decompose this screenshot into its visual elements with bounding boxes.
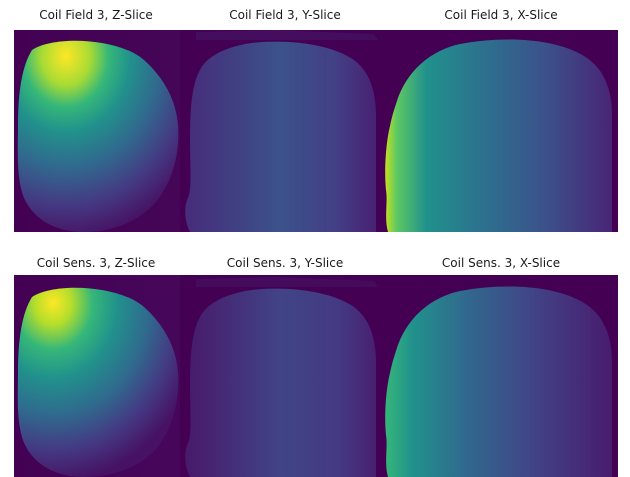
- coil-field-image-strip: [14, 30, 618, 232]
- coil-field-z-title: Coil Field 3, Z-Slice: [39, 8, 153, 22]
- coil-sens-z-panel: [14, 275, 180, 477]
- coil-sens-y-title: Coil Sens. 3, Y-Slice: [226, 256, 344, 270]
- coil-field-y-panel: [180, 30, 378, 232]
- coil-field-y-title: Coil Field 3, Y-Slice: [229, 8, 341, 22]
- coil-sens-y-panel: [180, 275, 378, 477]
- coil-field-z-panel: [14, 30, 180, 232]
- coil-sens-z-title: Coil Sens. 3, Z-Slice: [36, 256, 156, 270]
- coil-sens-images: [14, 275, 618, 477]
- coil-field-titles: Coil Field 3, Z-Slice Coil Field 3, Y-Sl…: [14, 8, 618, 30]
- coil-sens-x-title: Coil Sens. 3, X-Slice: [441, 256, 561, 270]
- coil-sens-x-panel: [378, 275, 618, 477]
- coil-field-x-panel: [378, 30, 618, 232]
- coil-field-images: [14, 30, 618, 232]
- coil-field-x-title: Coil Field 3, X-Slice: [444, 8, 558, 22]
- coil-sens-image-strip: [14, 275, 618, 477]
- coil-sens-titles: Coil Sens. 3, Z-Slice Coil Sens. 3, Y-Sl…: [14, 256, 618, 278]
